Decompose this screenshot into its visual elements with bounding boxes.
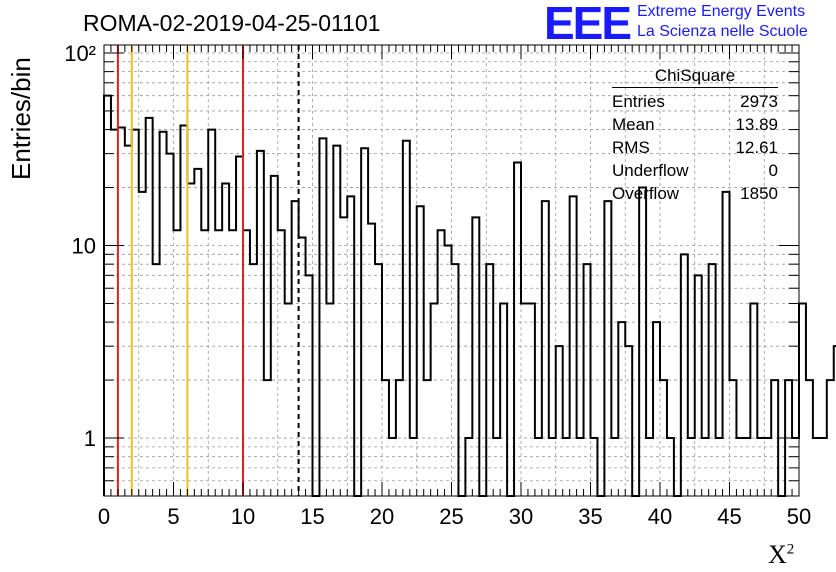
x-axis-label: X2 bbox=[768, 540, 795, 569]
x-tick-label: 50 bbox=[787, 504, 811, 529]
x-tick-label: 35 bbox=[578, 504, 602, 529]
x-tick-label: 45 bbox=[717, 504, 741, 529]
logo-line-2: La Scienza nelle Scuole bbox=[637, 23, 808, 40]
stats-title: ChiSquare bbox=[612, 66, 778, 88]
stats-box: ChiSquare Entries 2973 Mean 13.89 RMS 12.61… bbox=[612, 66, 778, 205]
y-tick-label: 10² bbox=[64, 41, 96, 66]
run-title: ROMA-02-2019-04-25-01101 bbox=[83, 10, 381, 36]
y-tick-label: 1 bbox=[84, 426, 96, 451]
x-tick-label: 0 bbox=[98, 504, 110, 529]
stats-row: RMS 12.61 bbox=[612, 138, 778, 157]
stats-row: Mean 13.89 bbox=[612, 115, 778, 134]
x-tick-label: 20 bbox=[370, 504, 394, 529]
stats-row: Underflow 0 bbox=[612, 161, 778, 180]
y-axis-label: Entries/bin bbox=[6, 57, 36, 180]
y-tick-label: 10 bbox=[72, 234, 96, 259]
x-tick-label: 5 bbox=[167, 504, 179, 529]
x-tick-label: 25 bbox=[439, 504, 463, 529]
histogram-outline bbox=[103, 94, 836, 497]
stats-row: Entries 2973 bbox=[612, 92, 778, 111]
x-tick-label: 10 bbox=[231, 504, 255, 529]
x-tick-label: 40 bbox=[648, 504, 672, 529]
eee-logo: EEE bbox=[544, 0, 632, 49]
stats-row: Overflow 1850 bbox=[612, 184, 778, 203]
logo-line-1: Extreme Energy Events bbox=[637, 3, 806, 20]
x-tick-label: 15 bbox=[300, 504, 324, 529]
x-tick-label: 30 bbox=[509, 504, 533, 529]
